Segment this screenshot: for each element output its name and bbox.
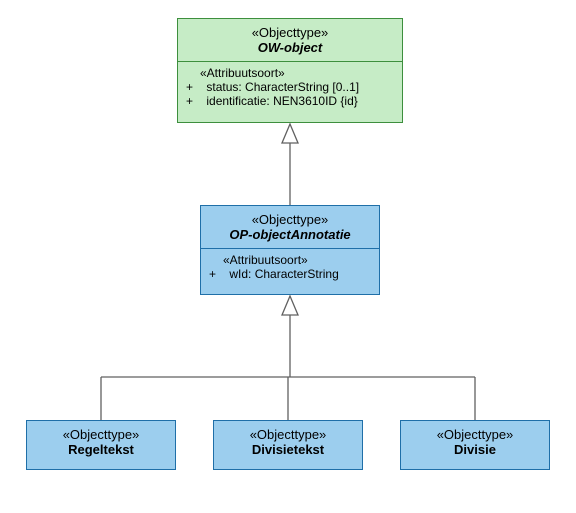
attribute-row: + identificatie: NEN3610ID {id} (186, 94, 394, 108)
stereotype-label: «Objecttype» (222, 427, 354, 442)
class-body: «Attribuutsoort» + status: CharacterStri… (178, 62, 402, 114)
class-head: «Objecttype» OW-object (178, 19, 402, 62)
visibility: + (186, 94, 193, 108)
class-head: «Objecttype» Divisietekst (214, 421, 362, 463)
attribute-row: + status: CharacterString [0..1] (186, 80, 394, 94)
arrowhead-icon (282, 296, 298, 315)
class-head: «Objecttype» Regeltekst (27, 421, 175, 463)
class-head: «Objecttype» OP-objectAnnotatie (201, 206, 379, 249)
class-divisietekst: «Objecttype» Divisietekst (213, 420, 363, 470)
arrowhead-icon (282, 124, 298, 143)
class-divisie: «Objecttype» Divisie (400, 420, 550, 470)
stereotype-label: «Objecttype» (409, 427, 541, 442)
class-regeltekst: «Objecttype» Regeltekst (26, 420, 176, 470)
class-name: Divisie (409, 442, 541, 457)
visibility: + (186, 80, 193, 94)
attribute-text: status: CharacterString [0..1] (206, 80, 359, 94)
compartment-stereotype: «Attribuutsoort» (209, 253, 371, 267)
class-body: «Attribuutsoort» + wId: CharacterString (201, 249, 379, 287)
stereotype-label: «Objecttype» (186, 25, 394, 40)
class-name: OP-objectAnnotatie (209, 227, 371, 242)
attribute-text: identificatie: NEN3610ID {id} (206, 94, 357, 108)
attribute-row: + wId: CharacterString (209, 267, 371, 281)
class-name: OW-object (186, 40, 394, 55)
class-name: Divisietekst (222, 442, 354, 457)
stereotype-label: «Objecttype» (35, 427, 167, 442)
compartment-stereotype: «Attribuutsoort» (186, 66, 394, 80)
class-head: «Objecttype» Divisie (401, 421, 549, 463)
stereotype-label: «Objecttype» (209, 212, 371, 227)
visibility: + (209, 267, 216, 281)
uml-diagram: «Objecttype» OW-object «Attribuutsoort» … (0, 0, 576, 513)
class-name: Regeltekst (35, 442, 167, 457)
attribute-text: wId: CharacterString (229, 267, 338, 281)
class-ow-object: «Objecttype» OW-object «Attribuutsoort» … (177, 18, 403, 123)
class-op-object-annotatie: «Objecttype» OP-objectAnnotatie «Attribu… (200, 205, 380, 295)
